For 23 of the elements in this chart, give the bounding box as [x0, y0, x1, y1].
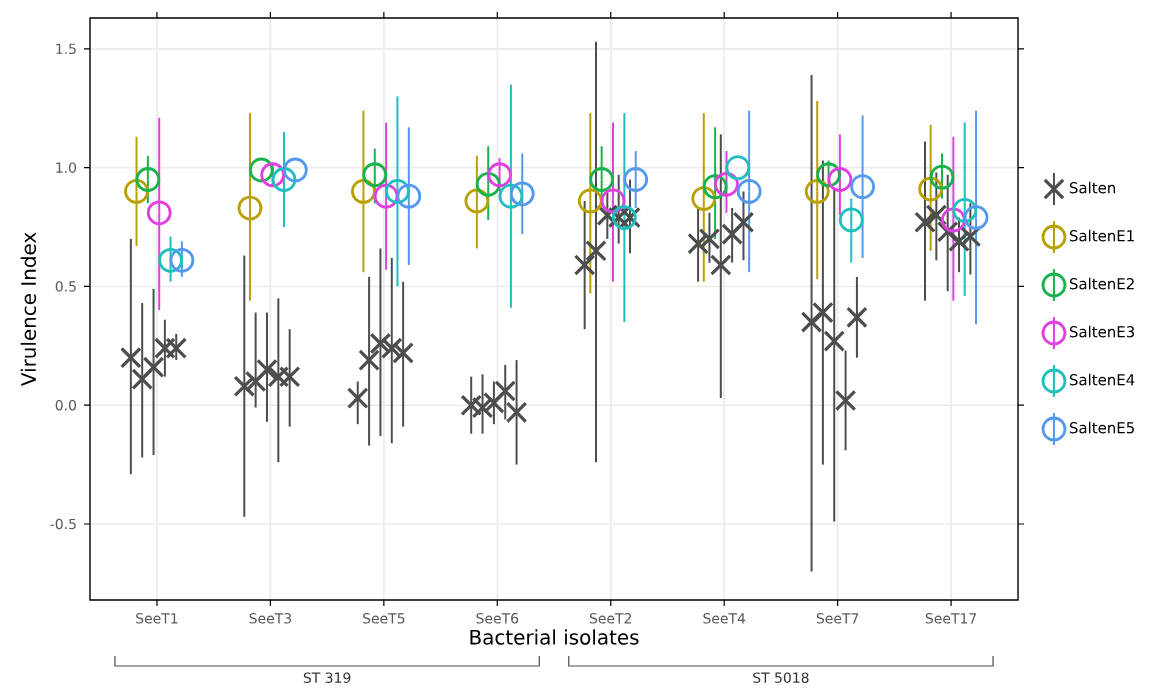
x-tick-label: SeeT3 — [249, 613, 291, 624]
legend-label: SaltenE2 — [1069, 277, 1134, 290]
text: ST 5018 — [753, 672, 809, 683]
y-tick-label: 1.0 — [56, 162, 77, 173]
x-tick-label: SeeT6 — [476, 613, 519, 624]
legend-label: Salten — [1069, 181, 1115, 194]
x-tick-label: SeeT1 — [136, 613, 178, 624]
text: ST 319 — [303, 672, 351, 683]
y-tick-label: 0.5 — [55, 281, 76, 292]
x-tick-label: SeeT2 — [589, 613, 632, 624]
x-tick-label: SeeT17 — [925, 613, 977, 624]
legend-label: SaltenE3 — [1069, 325, 1135, 338]
x-tick-label: SeeT7 — [816, 613, 859, 624]
x-tick-label: SeeT5 — [363, 613, 405, 624]
y-axis-title: Virulence Index — [20, 232, 37, 387]
y-tick-label: 1.5 — [56, 43, 76, 55]
legend-label: SaltenE1 — [1069, 229, 1134, 242]
x-tick-label: SeeT4 — [703, 613, 746, 624]
legend-label: SaltenE5 — [1069, 421, 1134, 434]
x-axis-title: Bacterial isolates — [470, 629, 639, 645]
legend-label: SaltenE4 — [1069, 373, 1135, 386]
y-tick-label: 0.0 — [55, 399, 77, 411]
y-tick-label: -0.5 — [50, 518, 76, 530]
